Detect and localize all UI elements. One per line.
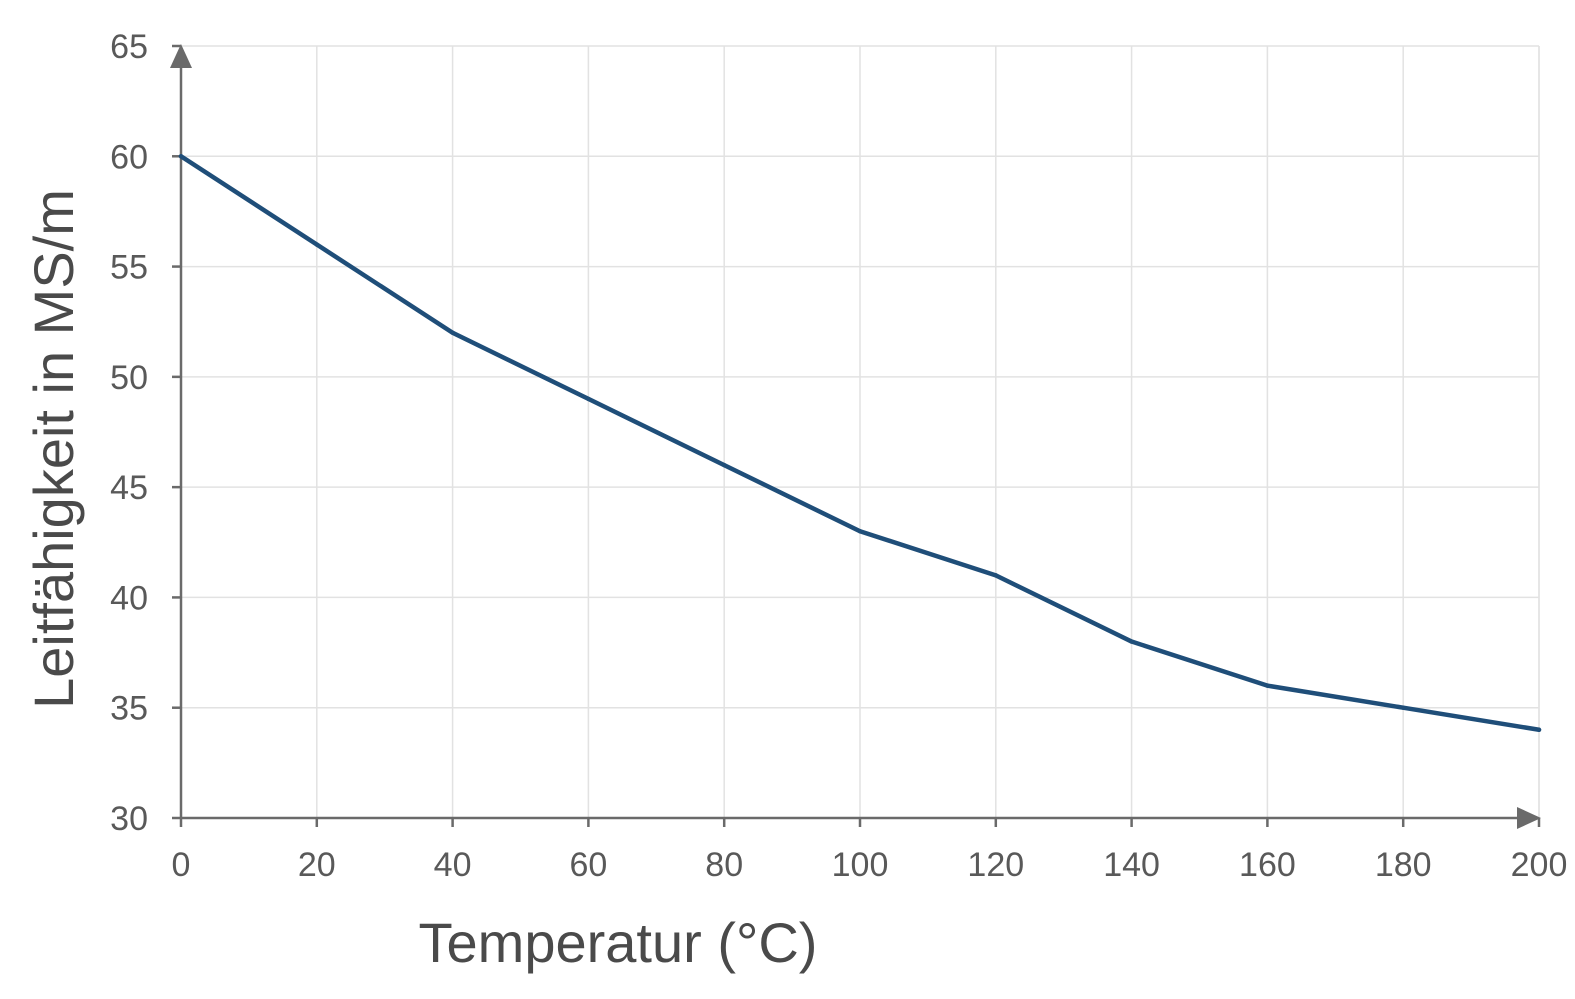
data-point — [1129, 639, 1134, 644]
x-tick-label: 160 — [1239, 846, 1296, 884]
x-tick-label: 0 — [172, 846, 191, 884]
x-tick-label: 180 — [1375, 846, 1432, 884]
x-tick-label: 40 — [434, 846, 472, 884]
ticks: 0 20 40 60 80 100 120 140 160 180 200 30 35 40 45 50 55 6… — [110, 28, 1567, 884]
axes — [170, 44, 1541, 829]
x-tick-label: 140 — [1103, 846, 1160, 884]
y-tick-label: 35 — [110, 690, 148, 728]
data-point — [586, 396, 591, 402]
data-point — [1265, 683, 1270, 688]
x-axis-title: Temperatur (°C) — [419, 911, 818, 974]
data-point — [857, 529, 863, 534]
series — [178, 154, 1542, 733]
data-point — [1401, 705, 1406, 710]
y-axis-title: Leitfähigkeit in MS/m — [22, 189, 85, 709]
y-tick-label: 40 — [110, 579, 148, 617]
x-tick-label: 120 — [967, 846, 1024, 884]
data-point — [178, 154, 184, 159]
x-tick-label: 200 — [1511, 846, 1568, 884]
x-tick-label: 80 — [705, 846, 743, 884]
y-axis-arrow-icon — [170, 44, 192, 68]
x-tick-label: 60 — [569, 846, 607, 884]
data-point — [722, 462, 727, 468]
x-axis-arrow-icon — [1517, 807, 1541, 829]
y-tick-label: 30 — [110, 800, 148, 838]
x-tick-label: 100 — [832, 846, 889, 884]
data-point — [314, 242, 319, 247]
data-point — [450, 330, 455, 335]
y-tick-label: 65 — [110, 28, 148, 66]
y-tick-label: 55 — [110, 249, 148, 287]
grid — [181, 45, 1540, 818]
y-tick-label: 45 — [110, 469, 148, 507]
y-tick-label: 60 — [110, 138, 148, 176]
y-tick-label: 50 — [110, 359, 148, 397]
data-point — [993, 573, 998, 578]
x-tick-label: 20 — [298, 846, 336, 884]
data-point — [1536, 727, 1542, 732]
